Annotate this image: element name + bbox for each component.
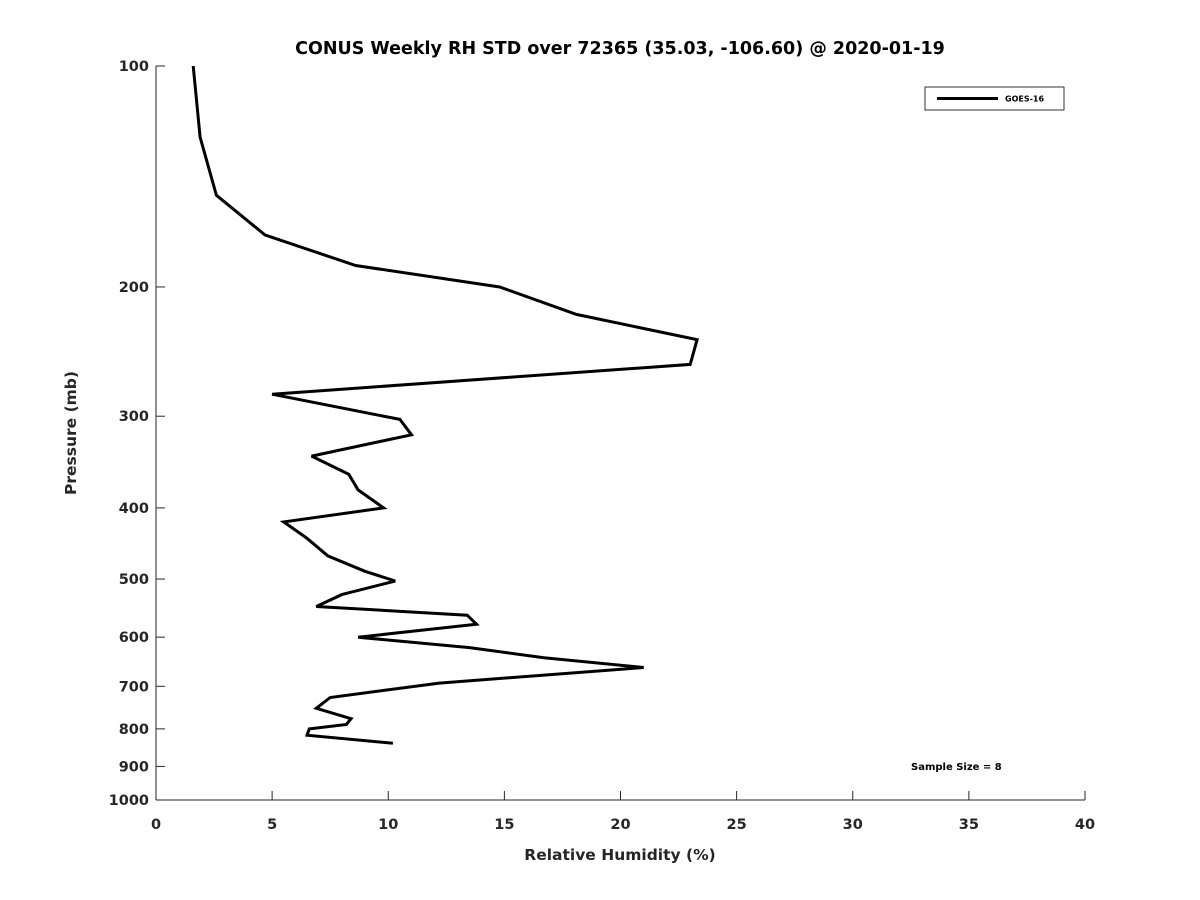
x-tick-label: 30 [843,817,863,833]
y-axis-ticks: 100 200 300 400 500 600 700 800 900 1000 [109,59,165,809]
x-tick-label: 40 [1075,817,1095,833]
x-tick-label: 15 [494,817,514,833]
series-line-goes-16 [191,65,699,745]
y-tick-label: 600 [119,630,149,646]
legend-label: GOES-16 [1005,95,1044,104]
y-tick-label: 700 [119,679,149,695]
y-tick-label: 800 [119,722,149,738]
series-layer [191,65,699,745]
x-tick-label: 25 [727,817,747,833]
y-tick-label: 100 [119,59,149,75]
y-tick-label: 900 [119,759,149,775]
y-tick-label: 300 [119,409,149,425]
y-tick-label: 500 [119,572,149,588]
x-tick-label: 5 [267,817,277,833]
y-tick-label: 1000 [109,793,149,809]
x-tick-label: 10 [378,817,398,833]
x-tick-label: 20 [610,817,630,833]
x-axis-ticks: 0 5 10 15 20 25 30 35 40 [151,791,1095,833]
y-tick-label: 200 [119,280,149,296]
legend: GOES-16 [924,86,1065,111]
x-tick-label: 35 [959,817,979,833]
chart-title: CONUS Weekly RH STD over 72365 (35.03, -… [295,39,945,59]
sample-size-annotation: Sample Size = 8 [911,762,1002,773]
x-axis-label: Relative Humidity (%) [524,846,715,864]
y-axis-label: Pressure (mb) [62,371,80,495]
x-tick-label: 0 [151,817,161,833]
y-tick-label: 400 [119,501,149,517]
